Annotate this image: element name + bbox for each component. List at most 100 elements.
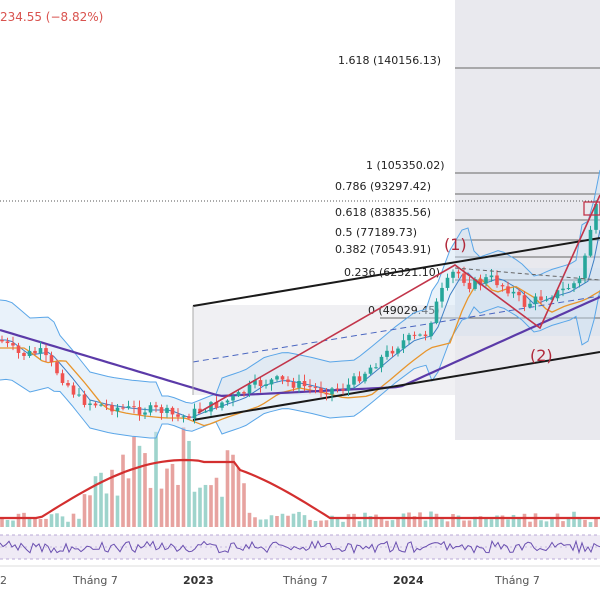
candle-body-96 [528,303,532,307]
volume-bar-73 [401,513,406,527]
volume-bar-42 [231,454,235,527]
candle-body-67 [368,367,373,374]
candle-body-14 [77,394,81,396]
elliott-wave-line [197,194,600,414]
volume-bars [0,427,598,527]
candle-body-20 [110,405,114,412]
candle-body-78 [429,323,433,337]
volume-bar-101 [555,513,560,527]
candle-body-99 [544,299,549,301]
candle-body-21 [115,407,120,412]
rsi-panel [0,534,600,560]
candle-body-71 [390,350,395,354]
volume-bar-15 [82,494,87,527]
volume-bar-65 [357,521,362,527]
candle-body-52 [286,379,290,382]
candle-body-107 [588,229,593,256]
candle-body-105 [577,278,582,284]
candle-body-29 [159,407,164,413]
volume-bar-100 [550,517,554,527]
candle-body-75 [412,334,417,336]
volume-bar-4 [22,512,26,527]
candle-body-85 [467,282,472,289]
volume-bar-98 [539,520,543,527]
candle-body-93 [511,291,516,294]
candle-body-45 [247,384,252,394]
volume-bar-80 [440,519,444,527]
candle-body-37 [203,411,208,413]
candle-body-24 [132,406,136,408]
volume-bar-104 [572,511,576,527]
volume-bar-55 [302,515,307,527]
candle-body-9 [49,355,54,363]
volume-bar-3 [16,513,21,527]
volume-bar-82 [451,514,455,527]
volume-bar-76 [418,512,422,527]
volume-bar-8 [44,518,48,527]
candle-body-70 [385,350,389,357]
candle-body-19 [104,404,109,406]
candle-body-1 [5,341,10,344]
candle-body-79 [434,301,439,324]
volume-bar-25 [137,445,142,527]
candle-body-56 [308,386,312,388]
candle-body-28 [154,405,158,408]
volume-bar-51 [280,513,285,527]
candle-body-55 [302,381,307,387]
volume-bar-90 [495,515,499,527]
rsi-line [0,539,600,555]
volume-bar-36 [198,487,202,527]
wave-label-1: (1) [444,235,467,254]
volume-bar-85 [467,520,472,527]
volume-bar-49 [269,515,274,527]
volume-bar-74 [407,512,411,527]
candle-body-17 [93,403,98,406]
candle-body-34 [187,416,191,419]
volume-bar-13 [71,513,76,527]
volume-bar-14 [77,518,81,527]
volume-bar-97 [533,513,538,527]
volume-bar-88 [484,518,488,527]
candle-body-98 [539,296,543,301]
candle-body-42 [231,396,235,401]
ma-orange-line [0,276,600,427]
candle-body-89 [489,275,494,278]
ma-purple-line [0,295,600,398]
x-tick-4: 2024 [393,574,424,587]
candle-body-40 [220,402,224,408]
candle-body-104 [572,283,576,289]
channel-upper-line [192,237,600,307]
candle-body-35 [192,408,197,419]
candle-body-94 [517,291,521,296]
fib-label-0-382: 0.382 (70543.91) [335,243,431,256]
volume-bar-7 [38,519,43,527]
fib-label-0-786: 0.786 (93297.42) [335,180,431,193]
candle-body-64 [352,376,356,385]
candle-body-97 [533,296,538,304]
volume-bar-38 [209,485,213,527]
candle-body-3 [16,345,21,353]
volume-bar-105 [577,517,582,527]
candle-body-57 [313,387,318,389]
volume-bar-75 [412,516,417,527]
volume-bar-45 [247,512,252,527]
candle-body-8 [44,348,48,356]
candle-body-41 [225,400,230,403]
x-tick-2: 2023 [183,574,214,587]
channel-lower-line [192,351,600,421]
x-axis-ticks: 2 Tháng 7 2023 Tháng 7 2024 Tháng 7 [0,574,540,587]
volume-bar-61 [335,517,340,527]
volume-bar-6 [33,517,37,527]
candle-body-6 [33,350,37,354]
x-tick-0: 2 [0,574,7,587]
volume-bar-26 [143,453,147,527]
volume-bar-2 [11,520,15,527]
volume-ma-line [0,458,600,520]
candle-body-77 [423,334,428,337]
candle-body-66 [363,373,367,382]
fib-labels: 1.618 (140156.13) 1 (105350.02) 0.786 (932… [335,54,445,317]
volume-bar-60 [330,515,334,527]
candle-body-2 [11,343,15,346]
fib-label-0-5: 0.5 (77189.73) [335,226,417,239]
